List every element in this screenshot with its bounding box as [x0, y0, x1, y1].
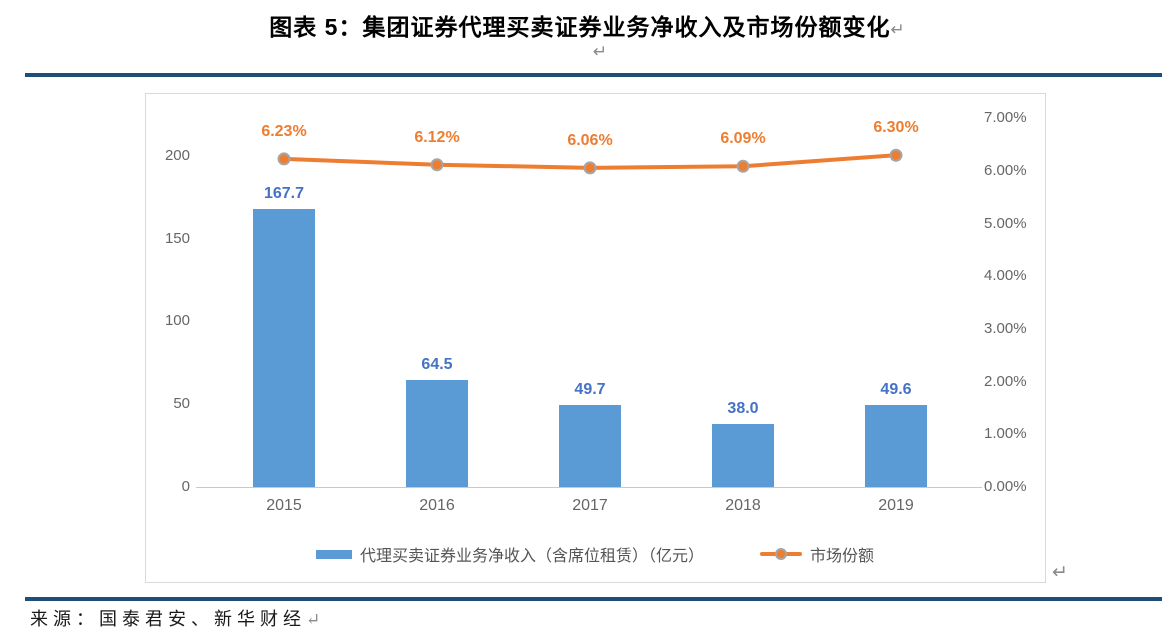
plot-area: 0 50 100 150 200 0.00% 1.00% 2.00% 3.00% 4.00% 5.0… [146, 94, 1044, 581]
legend-item-line-series: 市场份额 [760, 542, 874, 566]
line-marker-icon [889, 148, 903, 162]
source-line: 来源：国泰君安、新华财经↵ [30, 605, 320, 631]
figure-title-row: 图表 5：集团证券代理买卖证券业务净收入及市场份额变化↵ [0, 8, 1174, 42]
line-marker-icon [583, 161, 597, 175]
bar-value-label: 167.7 [263, 185, 305, 203]
return-mark-icon: ↵ [890, 20, 905, 39]
market-share-line [277, 148, 903, 175]
return-mark-icon: ↵ [1052, 562, 1068, 583]
line-marker-icon [430, 158, 444, 172]
source-text: 来源：国泰君安、新华财经 [30, 609, 306, 629]
bar-2019 [865, 404, 927, 487]
y-axis-right-tick-label: 0.00% [984, 478, 1027, 495]
return-mark-icon: ↵ [306, 610, 321, 629]
top-divider-rule [25, 73, 1162, 77]
bar-2018 [712, 424, 774, 487]
line-point-label: 6.30% [873, 119, 919, 137]
chart-legend: 代理买卖证券业务净收入（含席位租赁）（亿元） 市场份额 [146, 542, 1044, 566]
y-axis-right-tick-label: 5.00% [984, 214, 1027, 232]
x-axis-line [196, 487, 982, 488]
x-axis-tick-label: 2015 [266, 497, 302, 514]
y-axis-right-tick-label: 4.00% [984, 267, 1027, 285]
figure-title: 图表 5：集团证券代理买卖证券业务净收入及市场份额变化 [269, 14, 891, 40]
chart-frame: 0 50 100 150 200 0.00% 1.00% 2.00% 3.00% 4.00% 5.0… [145, 93, 1046, 583]
bar-2015 [253, 209, 315, 487]
y-axis-right-tick-label: 1.00% [984, 425, 1027, 443]
legend-label-line-series: 市场份额 [810, 548, 875, 565]
bar-value-label: 38.0 [727, 400, 759, 418]
line-point-label: 6.12% [414, 128, 460, 146]
y-axis-right-tick-label: 3.00% [984, 320, 1027, 338]
line-marker-icon [736, 159, 750, 173]
x-axis-tick-label: 2019 [878, 497, 914, 514]
y-axis-right-tick-label: 2.00% [984, 372, 1027, 390]
y-axis-left-tick-label: 0 [181, 478, 190, 495]
y-axis-right-tick-label: 7.00% [984, 109, 1027, 127]
x-axis-tick-label: 2016 [419, 497, 455, 514]
line-point-label: 6.06% [567, 131, 613, 149]
bar-value-label: 49.6 [880, 380, 912, 398]
return-mark-icon: ↵ [592, 42, 608, 61]
bar-value-label: 49.7 [574, 380, 606, 398]
bottom-divider-rule [25, 597, 1162, 601]
line-marker-icon [277, 152, 291, 166]
y-axis-right-tick-label: 6.00% [984, 162, 1027, 180]
y-axis-left-tick-label: 150 [164, 229, 190, 247]
y-axis-left-tick-label: 100 [164, 312, 190, 330]
line-series-marker-icon [760, 548, 802, 560]
y-axis-left-tick-label: 200 [164, 146, 190, 164]
x-axis-tick-label: 2018 [725, 497, 761, 514]
y-axis-left-tick-label: 50 [173, 395, 190, 413]
legend-item-bar-series: 代理买卖证券业务净收入（含席位租赁）（亿元） [315, 542, 704, 566]
x-axis-tick-label: 2017 [572, 497, 608, 514]
bar-2017 [559, 404, 621, 487]
bar-2016 [406, 380, 468, 487]
legend-label-bar-series: 代理买卖证券业务净收入（含席位租赁）（亿元） [359, 548, 704, 565]
bar-series-swatch-icon [315, 549, 352, 559]
bar-value-label: 64.5 [421, 356, 453, 374]
line-point-label: 6.09% [720, 130, 766, 148]
line-point-label: 6.23% [261, 122, 307, 140]
